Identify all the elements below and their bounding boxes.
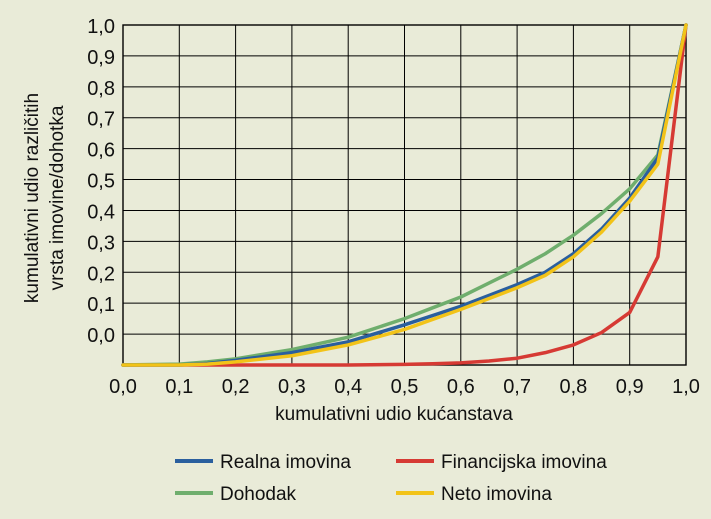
x-tick-label: 0,0 [109,376,137,398]
series-lines [121,23,688,367]
legend-item-realna-imovina: Realna imovina [175,452,351,473]
x-tick-label: 0,7 [503,376,531,398]
y-tick-label: 0,3 [87,232,115,254]
y-tick-label: 0,2 [87,263,115,285]
x-axis-ticks: 0,0 0,1 0,2 0,3 0,4 0,5 0,6 0,7 0,8 0,9 1,0 [109,376,700,398]
series-line-neto-imovina [121,23,688,367]
series-line-financijska-imovina [121,23,688,367]
x-axis-title: kumulativni udio kućanstava [275,404,513,425]
x-tick-label: 1,0 [672,376,700,398]
y-axis-ticks: 1,0 0,9 0,8 0,7 0,6 0,5 0,4 0,3 0,2 0,1 0,0 [87,16,115,347]
y-tick-label: 0,8 [87,78,115,100]
y-tick-label: 0,0 [87,325,115,347]
y-tick-label: 0,7 [87,109,115,131]
x-tick-label: 0,3 [278,376,306,398]
x-tick-label: 0,5 [391,376,419,398]
x-tick-label: 0,6 [447,376,475,398]
legend-item-neto-imovina: Neto imovina [396,484,552,505]
y-axis-title-line-2: vrsta imovine/dohotka [47,105,68,290]
y-tick-label: 1,0 [87,16,115,38]
legend-item-financijska-imovina: Financijska imovina [396,452,607,473]
y-tick-label: 0,1 [87,294,115,316]
x-tick-label: 0,8 [559,376,587,398]
grid [122,24,687,366]
y-axis-title-line-1: kumulativni udio različitih [22,93,43,303]
legend-label: Dohodak [220,484,297,505]
legend-item-dohodak: Dohodak [175,484,297,505]
x-tick-label: 0,2 [222,376,250,398]
x-tick-label: 0,4 [334,376,362,398]
x-tick-label: 0,9 [616,376,644,398]
legend: Realna imovina Financijska imovina Dohodak… [175,452,607,505]
legend-label: Realna imovina [220,452,351,473]
legend-label: Neto imovina [441,484,552,505]
x-tick-label: 0,1 [165,376,193,398]
y-tick-label: 0,4 [87,201,115,223]
y-axis-title: kumulativni udio različitih vrsta imovin… [22,93,68,303]
y-tick-label: 0,5 [87,171,115,193]
y-tick-label: 0,6 [87,140,115,162]
y-tick-label: 0,9 [87,47,115,69]
legend-label: Financijska imovina [441,452,607,473]
